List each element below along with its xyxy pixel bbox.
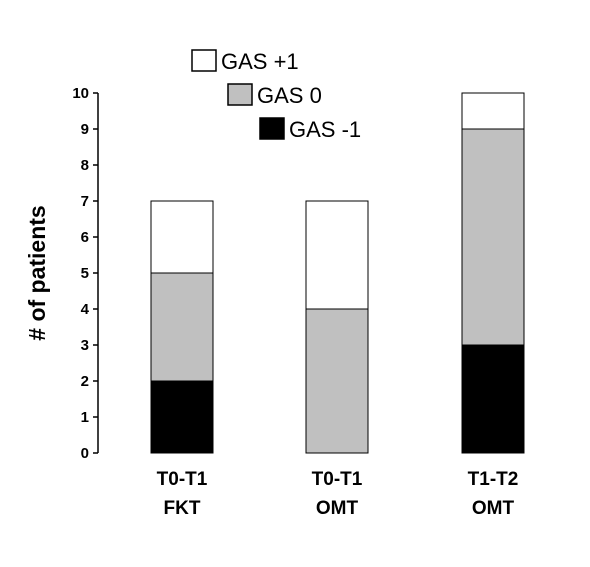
y-tick-label: 9 (81, 121, 89, 138)
axis-layer: 0 1 2 3 4 5 6 7 8 9 10 # of patients (24, 85, 99, 462)
y-axis-label: # of patients (24, 205, 50, 340)
y-tick-label: 4 (81, 301, 90, 318)
legend-label: GAS -1 (289, 117, 361, 142)
y-tick-label: 6 (81, 229, 89, 246)
legend-label: GAS 0 (257, 83, 322, 108)
legend-label: GAS +1 (221, 49, 299, 74)
bars-layer (150, 92, 525, 454)
y-tick-label: 0 (81, 445, 89, 462)
bar-segment (461, 128, 525, 346)
x-category-label: T0-T1 (157, 469, 208, 490)
x-category-label: OMT (316, 498, 359, 519)
y-tick-label: 8 (81, 157, 89, 174)
labels-layer: T0-T1 FKT T0-T1 OMT T1-T2 OMT (157, 469, 519, 519)
x-category-label: T1-T2 (468, 469, 519, 490)
bar-segment (150, 380, 214, 454)
y-tick-label: 1 (81, 409, 89, 426)
legend-swatch (259, 117, 285, 140)
x-category-label: OMT (472, 498, 515, 519)
bar-segment (305, 308, 369, 454)
bar-segment (461, 344, 525, 454)
y-tick-label: 7 (81, 193, 89, 210)
bar-segment (150, 272, 214, 382)
y-tick-label: 5 (81, 265, 89, 282)
y-tick-label: 10 (72, 85, 89, 102)
legend: GAS +1 GAS 0 GAS -1 (191, 49, 361, 142)
y-tick-label: 3 (81, 337, 89, 354)
x-category-label: FKT (164, 498, 201, 519)
y-tick-label: 2 (81, 373, 89, 390)
x-category-label: T0-T1 (312, 469, 363, 490)
legend-swatch (191, 49, 217, 72)
bar-segment (461, 92, 525, 130)
legend-swatch (227, 83, 253, 106)
bar-segment (305, 200, 369, 310)
bar-segment (150, 200, 214, 274)
